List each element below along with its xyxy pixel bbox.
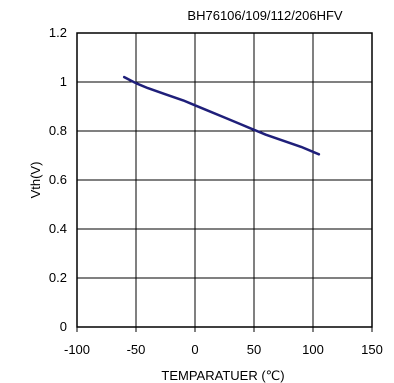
series-line [122, 75, 321, 156]
series-group [122, 75, 321, 156]
x-tick-label: -50 [127, 342, 146, 357]
y-tick-label: 1.2 [49, 25, 67, 40]
y-tick-label: 0 [60, 319, 67, 334]
x-axis-label: TEMPARATUER (℃) [161, 368, 284, 383]
x-tick-label: -100 [64, 342, 90, 357]
plot-area [76, 32, 373, 328]
x-tick-label: 0 [191, 342, 198, 357]
y-axis-ticks: 0 0.2 0.4 0.6 0.8 1 1.2 [49, 25, 67, 334]
y-tick-label: 0.2 [49, 270, 67, 285]
x-tick-label: 150 [361, 342, 383, 357]
chart-title: BH76106/109/112/206HFV [187, 8, 342, 23]
y-tick-label: 1 [60, 74, 67, 89]
y-tick-label: 0.4 [49, 221, 67, 236]
grid [77, 33, 372, 327]
x-axis-ticks: -100 -50 0 50 100 150 [64, 327, 383, 357]
x-tick-label: 50 [247, 342, 261, 357]
y-tick-label: 0.8 [49, 123, 67, 138]
y-axis-label: Vth(V) [28, 162, 43, 199]
x-tick-label: 100 [302, 342, 324, 357]
y-tick-label: 0.6 [49, 172, 67, 187]
